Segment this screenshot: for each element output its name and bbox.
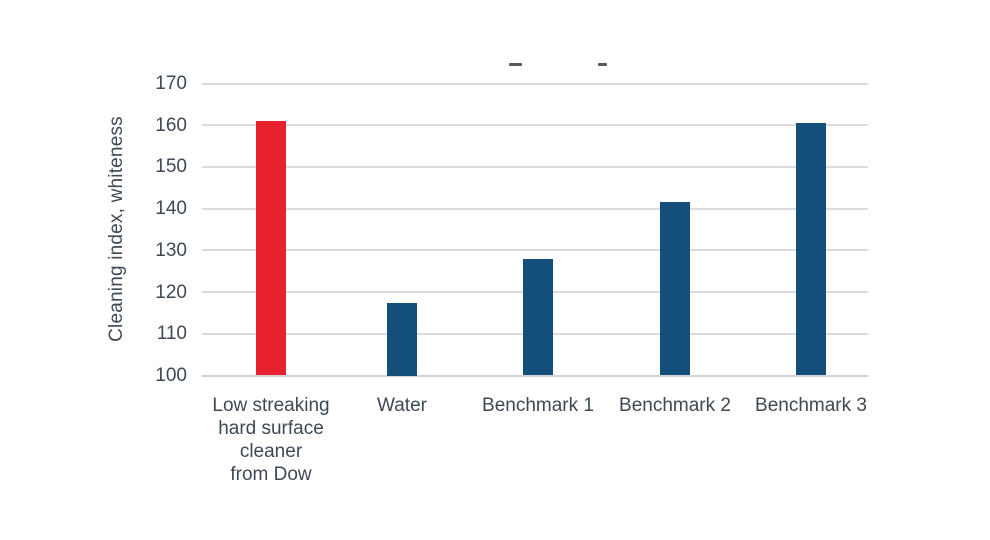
gridline — [202, 124, 868, 127]
bar-series-2 — [523, 258, 553, 376]
y-axis-title: Cleaning index, whiteness — [106, 116, 127, 342]
y-tick-label: 170 — [155, 73, 187, 94]
bar-highlight-0 — [256, 121, 286, 376]
y-tick-label: 140 — [155, 198, 187, 220]
x-tick-label: Water — [377, 395, 427, 416]
x-tick-label: Benchmark 3 — [755, 395, 867, 416]
x-tick-label: Benchmark 2 — [619, 395, 731, 416]
gridline — [202, 249, 868, 252]
bar-series-4 — [796, 123, 826, 376]
x-tick-label: Low streaking hard surface cleaner from … — [212, 395, 330, 485]
gridline — [202, 207, 868, 210]
y-tick-label: 100 — [155, 365, 187, 386]
x-tick-label: Benchmark 1 — [482, 395, 594, 416]
x-axis-line — [202, 374, 868, 377]
bar-series-3 — [660, 202, 690, 376]
y-tick-label: 110 — [156, 323, 187, 345]
gridline — [202, 165, 868, 168]
gridline — [202, 82, 868, 85]
y-tick-label: 160 — [155, 114, 187, 136]
y-tick-label: 130 — [155, 239, 187, 261]
title-remnant-right — [598, 63, 607, 66]
bar-series-1 — [387, 302, 417, 376]
y-tick-label: 150 — [155, 156, 187, 178]
title-remnant-left — [509, 63, 522, 66]
y-tick-label: 120 — [155, 281, 187, 303]
